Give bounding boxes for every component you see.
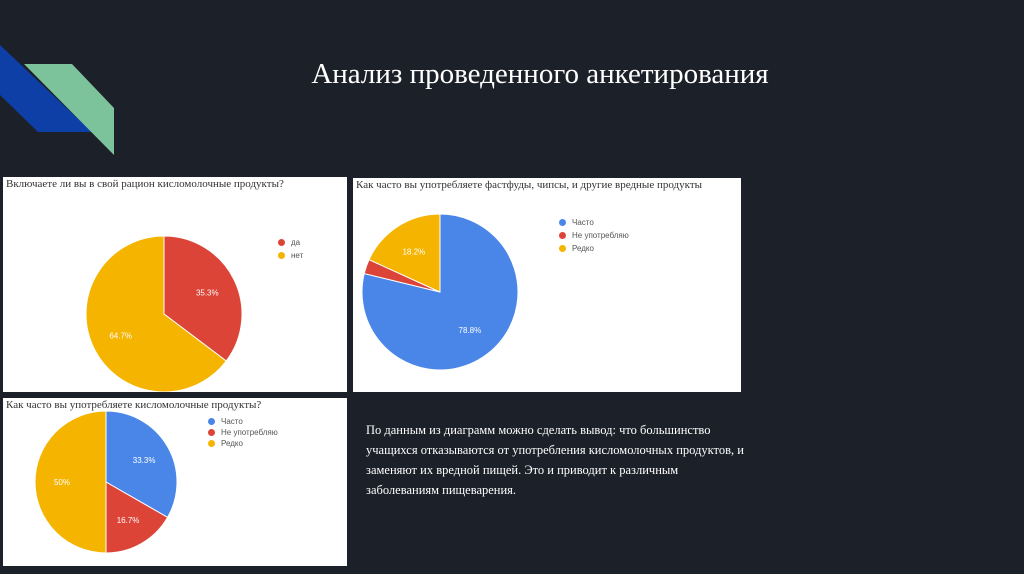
chart-title: Включаете ли вы в свой рацион кисломолоч…	[6, 178, 284, 190]
chart-panel-fastfood: Как часто вы употребляете фастфуды, чипс…	[353, 178, 741, 392]
legend-label: нет	[291, 251, 304, 260]
legend-swatch	[559, 232, 566, 239]
legend-swatch	[559, 219, 566, 226]
legend-label: Не употребляю	[572, 231, 629, 240]
conclusion-text: По данным из диаграмм можно сделать выво…	[366, 423, 744, 497]
pie-slice-0	[105, 410, 178, 519]
pie-slice-label: 18.2%	[402, 247, 425, 256]
legend-swatch	[278, 239, 285, 246]
chart-panel-dairy-frequency: Как часто вы употребляете кисломолочные …	[3, 398, 347, 566]
pie-chart-dairy-frequency: 33.3% 16.7% 50%	[34, 410, 178, 554]
legend-label: Часто	[572, 218, 594, 227]
legend-swatch	[208, 429, 215, 436]
pie-slice-1	[105, 481, 169, 554]
chart-legend: Часто Не употребляю Редко	[559, 216, 629, 255]
legend-item: нет	[278, 249, 303, 262]
legend-swatch	[278, 252, 285, 259]
slide-title: Анализ проведенного анкетирования	[311, 58, 769, 90]
chart-title: Как часто вы употребляете фастфуды, чипс…	[356, 179, 703, 191]
chart-title: Как часто вы употребляете кисломолочные …	[6, 399, 262, 411]
legend-label: Редко	[221, 439, 243, 448]
pie-chart-ration: 35.3% 64.7%	[85, 235, 243, 392]
pie-slice-2	[368, 213, 441, 293]
chart-legend: Часто Не употребляю Редко	[208, 416, 278, 449]
legend-item: да	[278, 236, 303, 249]
legend-swatch	[559, 245, 566, 252]
pie-slice-1	[85, 235, 227, 392]
legend-label: Не употребляю	[221, 428, 278, 437]
pie-slice-label: 64.7%	[109, 332, 132, 341]
legend-item: Не употребляю	[559, 229, 629, 242]
pie-slice-label: 16.7%	[117, 516, 140, 525]
corner-decoration	[0, 45, 114, 155]
decor-green-stripe	[24, 64, 114, 155]
legend-item: Не употребляю	[208, 427, 278, 438]
pie-slice-label: 50%	[54, 478, 70, 487]
legend-label: Редко	[572, 244, 594, 253]
legend-swatch	[208, 418, 215, 425]
pie-slice-0	[163, 235, 243, 362]
decor-blue-stripe	[0, 45, 92, 132]
pie-slice-2	[34, 410, 107, 554]
legend-label: Часто	[221, 417, 243, 426]
legend-item: Часто	[208, 416, 278, 427]
pie-slice-label: 78.8%	[459, 326, 482, 335]
pie-slice-label: 35.3%	[196, 288, 219, 297]
pie-slice-label: 33.3%	[133, 456, 156, 465]
legend-item: Редко	[559, 242, 629, 255]
legend-swatch	[208, 440, 215, 447]
pie-chart-fastfood: 78.8% 18.2%	[361, 213, 519, 371]
legend-item: Часто	[559, 216, 629, 229]
chart-legend: да нет	[278, 236, 303, 262]
legend-item: Редко	[208, 438, 278, 449]
legend-label: да	[291, 238, 301, 247]
chart-panel-ration: Включаете ли вы в свой рацион кисломолоч…	[3, 177, 347, 392]
